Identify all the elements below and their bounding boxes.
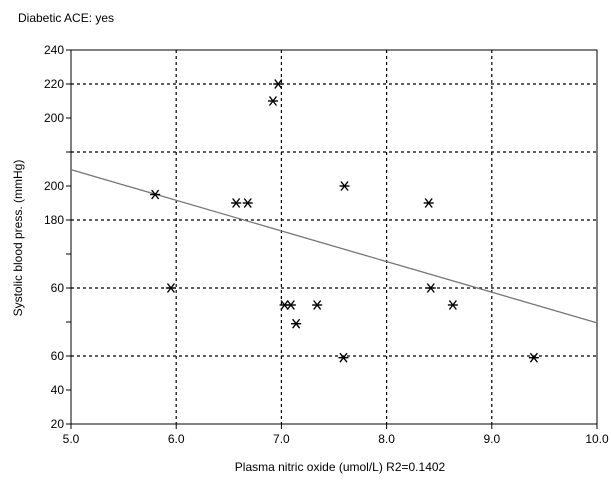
- y-axis-title: Systolic blood press. (mmHg): [11, 160, 25, 317]
- regression-line: [70, 169, 598, 324]
- x-tick-label: 10.0: [585, 432, 609, 446]
- y-tick-label: 200: [44, 179, 64, 193]
- data-point: [425, 283, 436, 293]
- x-axis-ticks: 5.0 6.0 7.0 8.0 9.0 10.0: [63, 424, 609, 446]
- data-point: [291, 318, 302, 329]
- x-tick-label: 5.0: [63, 432, 80, 446]
- chart-title: Diabetic ACE: yes: [18, 11, 114, 25]
- x-axis-title: Plasma nitric oxide (umol/L) R2=0.1402: [235, 460, 446, 474]
- y-tick-label: 200: [44, 111, 64, 125]
- data-point: [338, 352, 349, 363]
- y-tick-label: 40: [51, 383, 65, 397]
- y-axis-ticks: 20 40 60 60 180 200 200 220 240: [44, 43, 71, 431]
- data-point: [285, 300, 296, 310]
- data-point: [273, 79, 284, 89]
- y-tick-label: 60: [51, 349, 65, 363]
- data-point: [267, 96, 278, 106]
- data-point: [423, 198, 434, 208]
- y-tick-label: 220: [44, 77, 64, 91]
- x-tick-label: 7.0: [273, 432, 290, 446]
- data-points: [150, 79, 539, 363]
- plot-area-frame: [70, 49, 598, 425]
- y-tick-label: 20: [51, 417, 65, 431]
- x-tick-label: 6.0: [168, 432, 185, 446]
- y-tick-label: 60: [51, 281, 65, 295]
- y-tick-label: 240: [44, 43, 64, 57]
- data-point: [528, 352, 539, 363]
- data-point: [165, 283, 176, 293]
- y-tick-label: 180: [44, 213, 64, 227]
- grid-lines: [71, 50, 597, 424]
- data-point: [150, 189, 161, 200]
- x-tick-label: 8.0: [378, 432, 395, 446]
- data-point: [312, 300, 323, 310]
- data-point: [339, 181, 350, 191]
- x-tick-label: 9.0: [483, 432, 500, 446]
- data-point: [242, 198, 253, 208]
- data-point: [231, 198, 242, 208]
- data-point: [447, 300, 458, 310]
